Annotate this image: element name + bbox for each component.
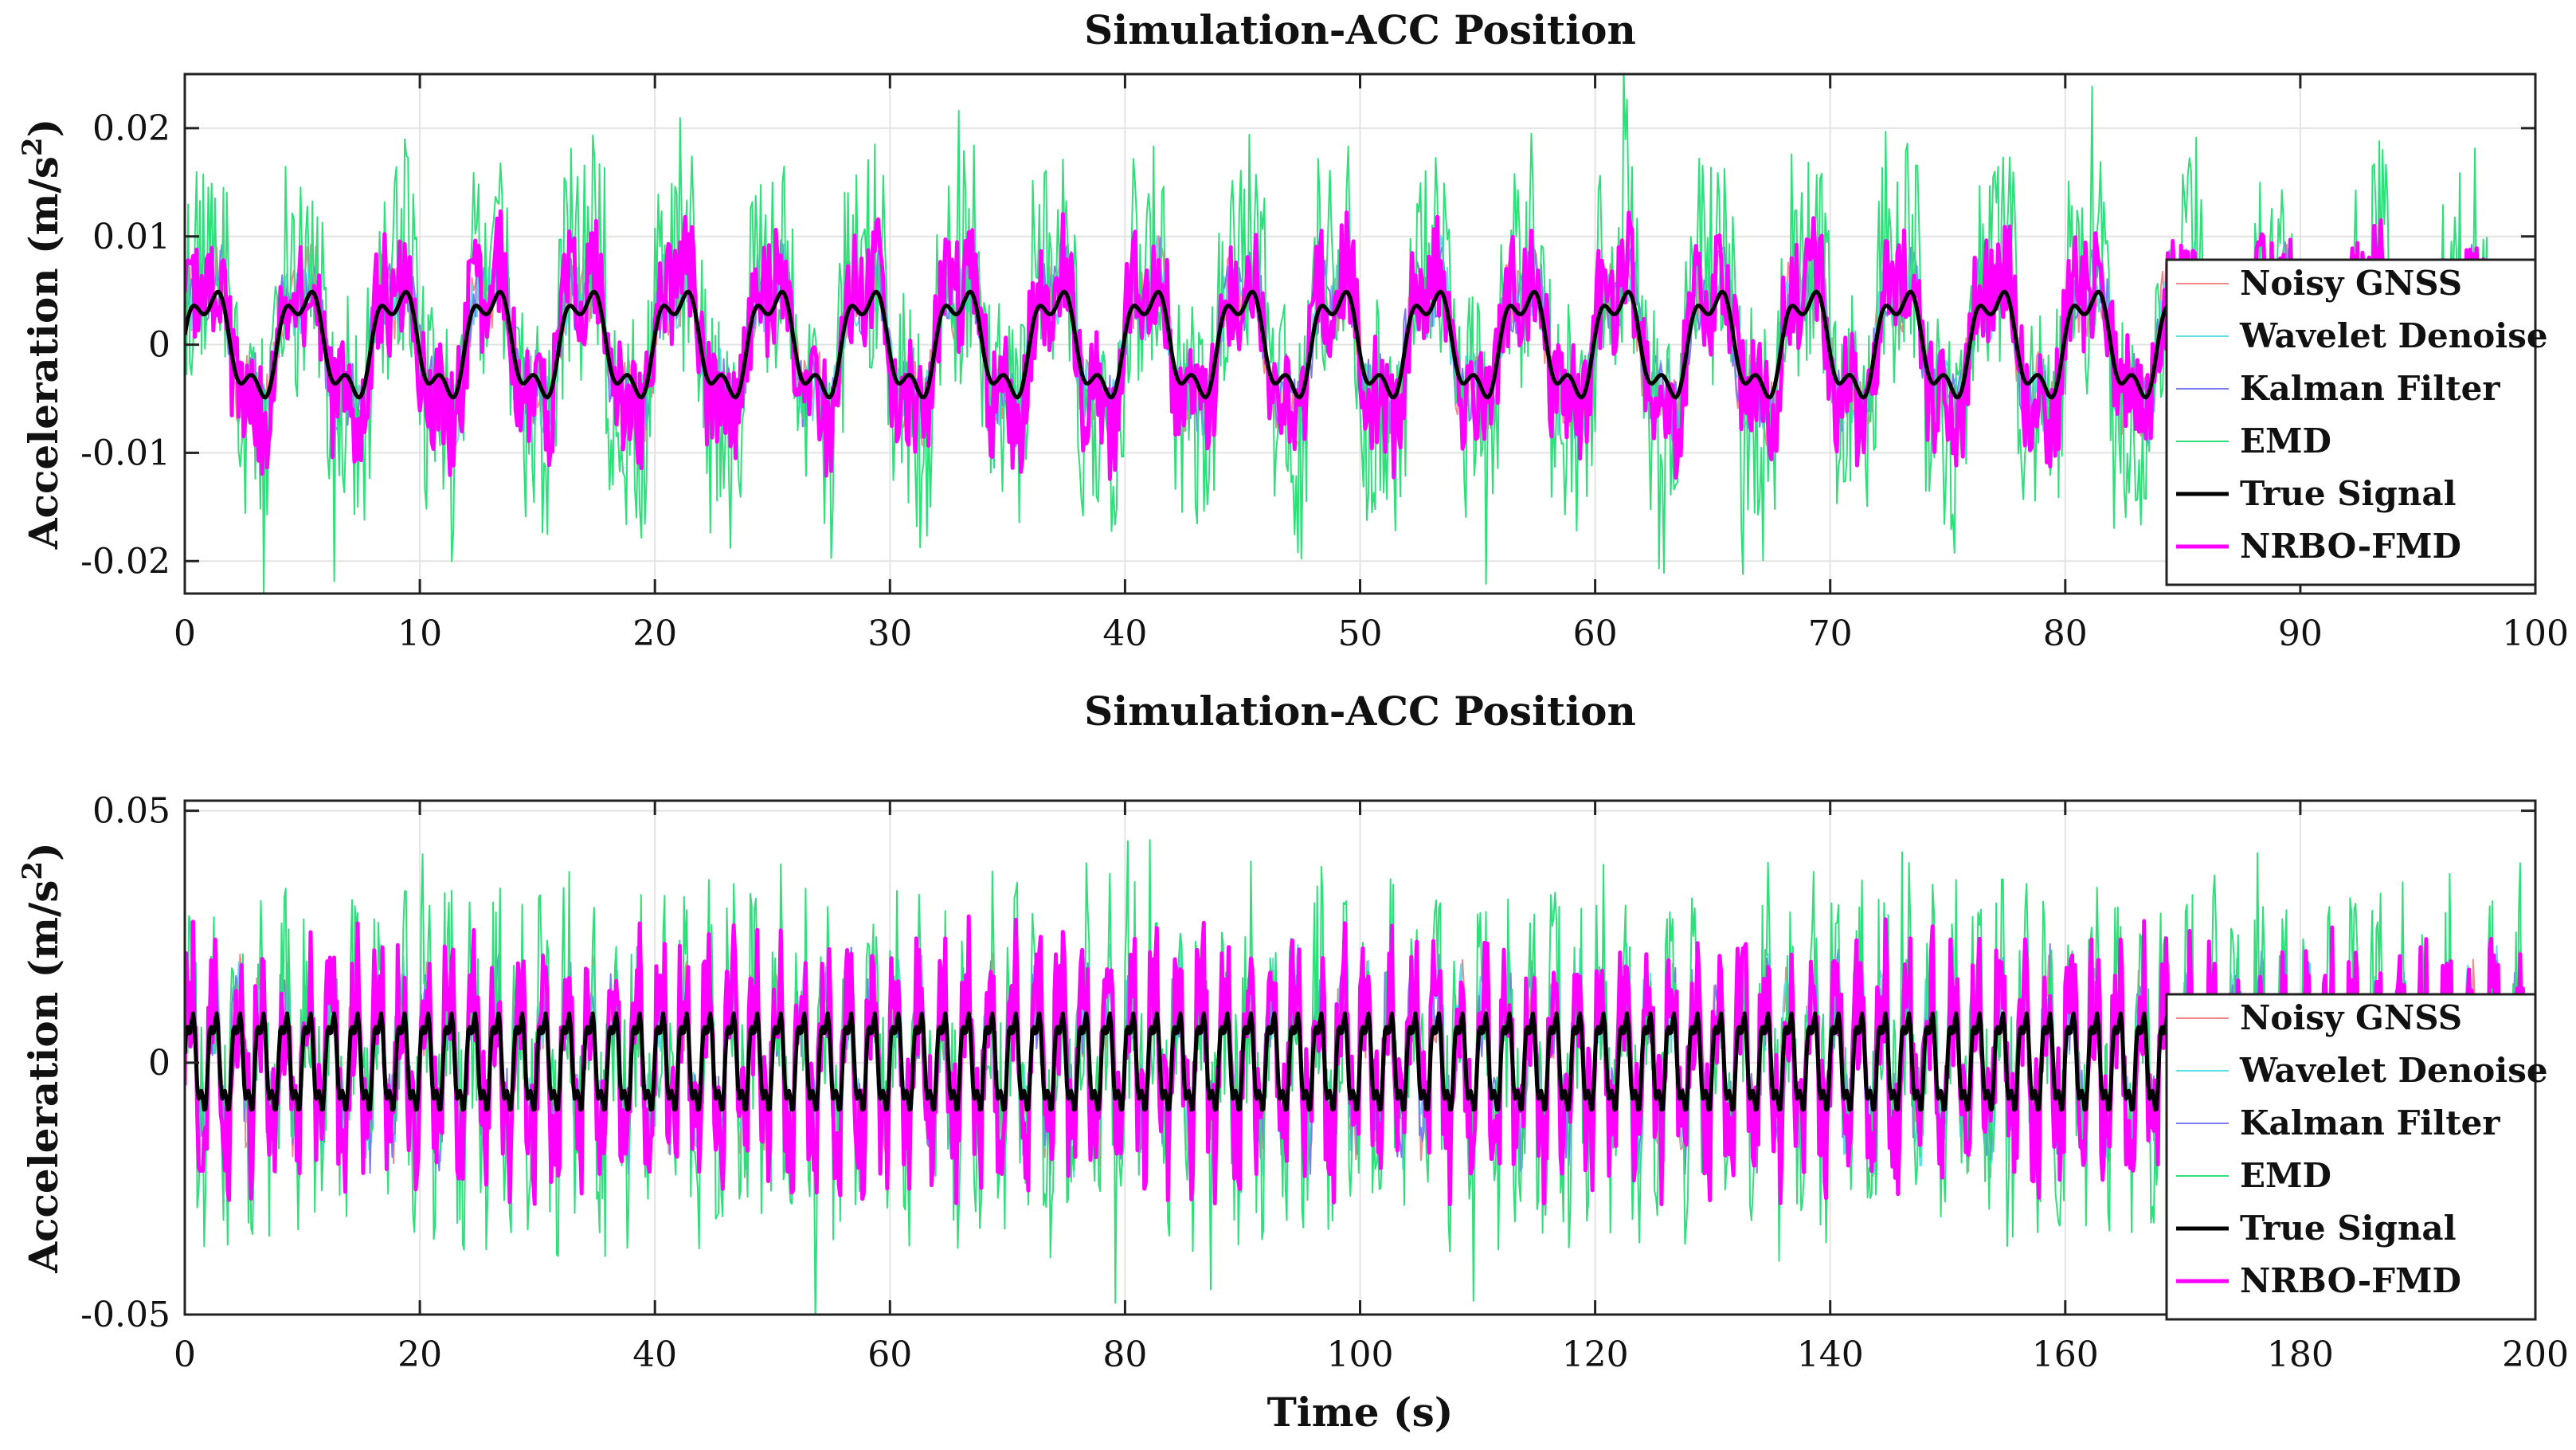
y-axis-label-sup: 2 [17,137,49,156]
y-tick-label: 0.01 [92,217,170,257]
series-line-nrbo-fmd [185,209,2535,481]
y-tick-label: -0.05 [80,1295,170,1335]
y-tick-label: -0.02 [80,541,170,582]
y-axis-label-end: ) [20,119,67,138]
legend-label: True Signal [2240,474,2457,513]
plot-area [185,839,2535,1315]
legend-label: Kalman Filter [2240,1103,2500,1142]
x-tick-label: 20 [397,1334,442,1375]
chart-title: Simulation-ACC Position [1084,688,1636,735]
x-tick-label: 50 [1338,613,1383,654]
x-tick-label: 180 [2267,1334,2334,1375]
legend-label: Kalman Filter [2240,369,2500,408]
x-tick-label: 10 [397,613,442,654]
x-tick-label: 100 [2502,613,2569,654]
y-tick-label: -0.01 [80,433,170,473]
x-tick-label: 80 [1102,1334,1147,1375]
x-tick-label: 120 [1562,1334,1629,1375]
legend-label: Noisy GNSS [2240,998,2462,1037]
legend-label: True Signal [2240,1209,2457,1248]
x-tick-label: 70 [1808,613,1853,654]
x-tick-label: 100 [1327,1334,1394,1375]
x-tick-label: 40 [632,1334,677,1375]
legend-label: Noisy GNSS [2240,264,2462,303]
y-axis-label: Acceleration (m/s2) [17,119,67,551]
x-tick-label: 0 [174,613,196,654]
series-line-emd [185,74,2535,594]
y-axis-label: Acceleration (m/s2) [17,842,67,1274]
plot-area [185,74,2535,594]
legend: Noisy GNSS Wavelet Denoise Kalman Filter EM… [2165,993,2548,1321]
x-tick-label: 160 [2032,1334,2099,1375]
y-tick-label: 0.05 [92,791,170,832]
legend-label: NRBO-FMD [2240,1261,2461,1300]
x-tick-label: 60 [867,1334,912,1375]
legend-box [2165,258,2537,586]
legend: Noisy GNSS Wavelet Denoise Kalman Filter EM… [2165,258,2548,586]
series-line-true-signal [185,1011,2535,1112]
x-tick-label: 80 [2043,613,2088,654]
y-axis-label-main: Acceleration (m/s [20,880,67,1274]
x-tick-label: 0 [174,1334,196,1375]
y-axis-label-end: ) [20,842,67,861]
y-tick-label: 0 [148,1043,170,1084]
x-tick-label: 60 [1573,613,1618,654]
y-axis-label-main: Acceleration (m/s [20,156,67,550]
series-line-nrbo-fmd [185,914,2535,1207]
y-tick-label: 0 [148,325,170,366]
legend-label: Wavelet Denoise [2239,1051,2548,1090]
legend-label: Wavelet Denoise [2239,316,2548,355]
x-tick-label: 30 [867,613,912,654]
x-tick-label: 140 [1797,1334,1864,1375]
x-tick-label: 40 [1102,613,1147,654]
series-line-true-signal [185,289,2535,400]
legend-box [2165,993,2537,1321]
x-tick-label: 90 [2278,613,2323,654]
y-axis-label-sup: 2 [17,861,49,880]
legend-label: NRBO-FMD [2240,527,2461,566]
legend-label: EMD [2240,1156,2331,1195]
x-tick-label: 200 [2502,1334,2569,1375]
x-tick-label: 20 [632,613,677,654]
x-axis-label: Time (s) [1267,1389,1454,1436]
chart-title: Simulation-ACC Position [1084,6,1636,53]
y-tick-label: 0.02 [92,108,170,149]
legend-label: EMD [2240,421,2331,460]
